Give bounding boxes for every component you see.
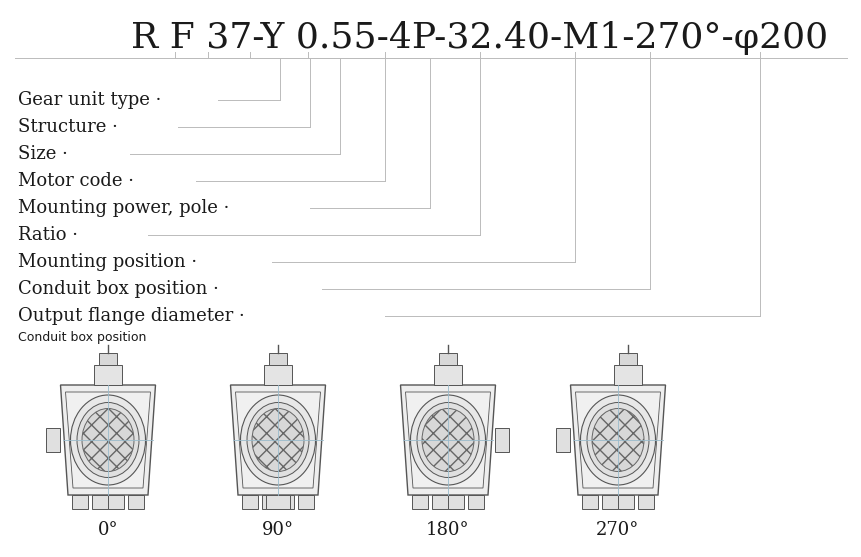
Bar	[72, 495, 88, 509]
Bar	[613, 365, 641, 385]
Bar	[269, 353, 287, 365]
Text: Output flange diameter ·: Output flange diameter ·	[18, 307, 245, 325]
Text: 270°: 270°	[596, 521, 639, 539]
Bar	[495, 428, 509, 452]
Text: Gear unit type ·: Gear unit type ·	[18, 91, 161, 109]
Polygon shape	[575, 392, 660, 488]
Bar	[468, 495, 483, 509]
Bar	[431, 495, 448, 509]
Bar	[99, 353, 117, 365]
Text: Conduit box position ·: Conduit box position ·	[18, 280, 219, 298]
Bar	[438, 353, 456, 365]
Polygon shape	[65, 392, 151, 488]
Ellipse shape	[579, 395, 654, 485]
Text: Motor code ·: Motor code ·	[18, 172, 133, 190]
Polygon shape	[235, 392, 320, 488]
Ellipse shape	[251, 408, 304, 471]
Bar	[637, 495, 653, 509]
Ellipse shape	[82, 408, 133, 471]
Bar	[242, 495, 257, 509]
Bar	[263, 365, 292, 385]
Text: Size ·: Size ·	[18, 145, 68, 163]
Ellipse shape	[240, 395, 315, 485]
Text: Mounting position ·: Mounting position ·	[18, 253, 197, 271]
Bar	[617, 495, 633, 509]
Ellipse shape	[586, 403, 648, 477]
Bar	[92, 495, 108, 509]
Polygon shape	[400, 385, 495, 495]
Ellipse shape	[417, 403, 479, 477]
Text: Ratio ·: Ratio ·	[18, 226, 77, 244]
Text: 0°: 0°	[97, 521, 118, 539]
Ellipse shape	[410, 395, 485, 485]
Bar	[278, 495, 294, 509]
Bar	[412, 495, 428, 509]
Bar	[433, 365, 461, 385]
Ellipse shape	[592, 408, 643, 471]
Bar	[601, 495, 617, 509]
Bar	[266, 495, 289, 509]
Bar	[448, 495, 463, 509]
Text: 180°: 180°	[425, 521, 469, 539]
Ellipse shape	[71, 395, 146, 485]
Polygon shape	[60, 385, 155, 495]
Text: Mounting power, pole ·: Mounting power, pole ·	[18, 199, 229, 217]
Ellipse shape	[247, 403, 308, 477]
Text: Structure ·: Structure ·	[18, 118, 118, 136]
Text: Conduit box position: Conduit box position	[18, 331, 146, 344]
Bar	[94, 365, 122, 385]
Bar	[108, 495, 124, 509]
Bar	[127, 495, 144, 509]
Text: 90°: 90°	[262, 521, 294, 539]
Bar	[556, 428, 570, 452]
Ellipse shape	[422, 408, 474, 471]
Text: R F 37-Y 0.55-4P-32.40-M1-270°-φ200: R F 37-Y 0.55-4P-32.40-M1-270°-φ200	[131, 21, 827, 55]
Bar	[262, 495, 278, 509]
Polygon shape	[570, 385, 665, 495]
Bar	[46, 428, 60, 452]
Bar	[298, 495, 313, 509]
Bar	[618, 353, 636, 365]
Polygon shape	[405, 392, 490, 488]
Bar	[581, 495, 598, 509]
Polygon shape	[230, 385, 325, 495]
Ellipse shape	[77, 403, 139, 477]
